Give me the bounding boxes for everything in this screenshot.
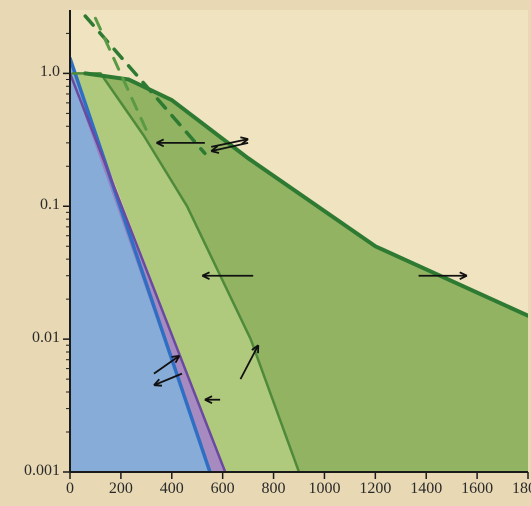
y-tick-label: 0.001	[24, 462, 60, 480]
y-tick-label: 0.01	[32, 329, 60, 347]
y-tick-label: 1.0	[40, 63, 60, 81]
x-tick-label: 800	[254, 480, 294, 498]
x-tick-label: 400	[152, 480, 192, 498]
x-tick-label: 0	[50, 480, 90, 498]
x-tick-label: 1400	[406, 480, 446, 498]
x-tick-label: 600	[203, 480, 243, 498]
y-tick-label: 0.1	[40, 196, 60, 214]
log-line-chart	[0, 0, 531, 506]
x-tick-label: 200	[101, 480, 141, 498]
x-tick-label: 1600	[457, 480, 497, 498]
x-tick-label: 1000	[304, 480, 344, 498]
x-tick-label: 1200	[355, 480, 395, 498]
x-tick-label: 1800	[508, 480, 531, 498]
